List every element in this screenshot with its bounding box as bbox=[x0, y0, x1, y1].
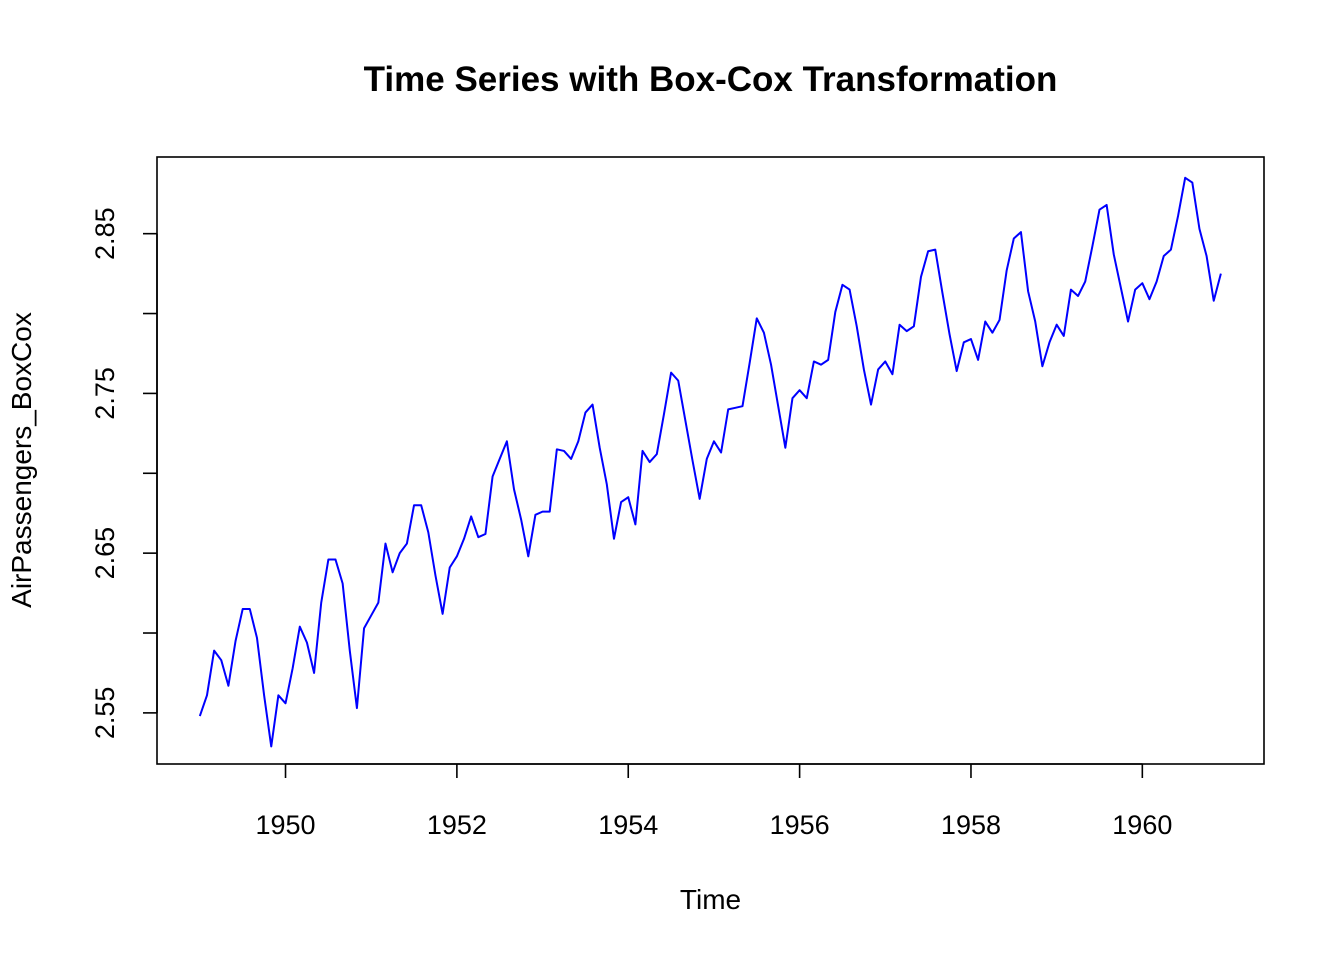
y-tick-label: 2.65 bbox=[90, 527, 120, 580]
x-tick-label: 1950 bbox=[255, 810, 315, 840]
x-axis-label: Time bbox=[679, 884, 742, 915]
x-axis: 1950 1952 1954 1956 1958 1960 bbox=[255, 763, 1172, 840]
chart-title: Time Series with Box-Cox Transformation bbox=[363, 60, 1058, 99]
x-tick-label: 1956 bbox=[770, 810, 830, 840]
x-tick-label: 1960 bbox=[1112, 810, 1172, 840]
x-tick-label: 1952 bbox=[427, 810, 487, 840]
plot-frame bbox=[156, 156, 1265, 765]
y-axis: 2.55 2.65 2.75 2.85 bbox=[90, 207, 158, 740]
y-tick-label: 2.75 bbox=[90, 367, 120, 420]
series-line bbox=[198, 176, 1222, 748]
x-tick-label: 1958 bbox=[941, 810, 1001, 840]
y-tick-label: 2.55 bbox=[90, 687, 120, 740]
x-tick-label: 1954 bbox=[598, 810, 658, 840]
y-tick-label: 2.85 bbox=[90, 207, 120, 260]
